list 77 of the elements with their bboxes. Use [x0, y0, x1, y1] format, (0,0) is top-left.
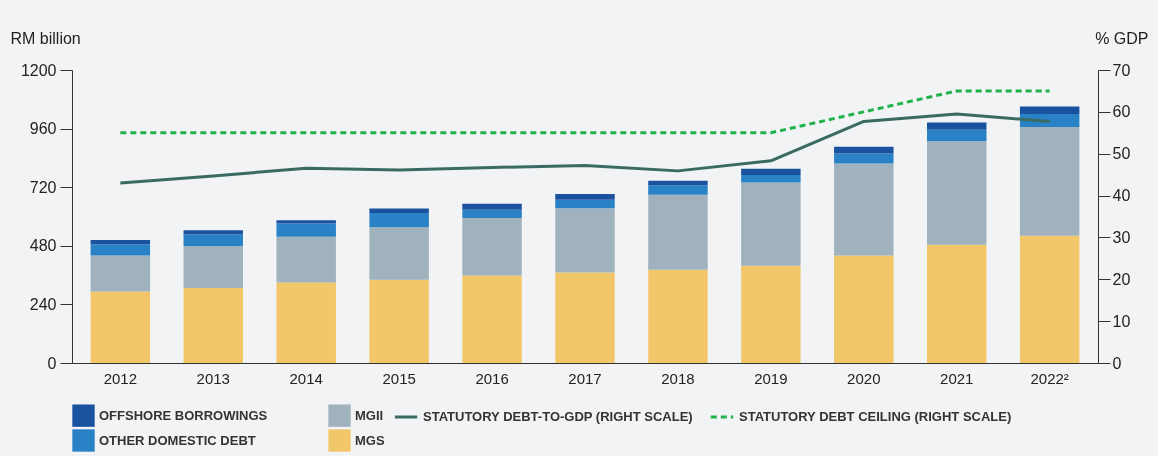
bar — [276, 220, 336, 224]
bar — [1019, 235, 1080, 363]
bar — [648, 185, 708, 195]
y-tick-label: 720 — [29, 178, 57, 196]
bar — [741, 174, 801, 183]
y2-tick-label: 0 — [1112, 354, 1122, 372]
y2-tick-label: 20 — [1112, 270, 1131, 288]
legend-label: MGS — [355, 432, 385, 448]
x-tick-label: 2012 — [103, 369, 138, 387]
bar — [555, 194, 615, 200]
y2-tick-label: 10 — [1112, 312, 1131, 330]
bar — [834, 146, 894, 154]
bar — [741, 265, 801, 363]
bar — [927, 141, 987, 245]
bar — [90, 239, 151, 245]
y2-tick-label: 50 — [1112, 145, 1131, 163]
y-tick-label: 960 — [29, 120, 57, 138]
bar — [462, 275, 522, 363]
bar — [555, 199, 615, 209]
bar — [1019, 106, 1080, 114]
legend-label: MGII — [355, 407, 384, 423]
x-tick-label: 2019 — [754, 369, 788, 387]
y-axis-title: RM billion — [10, 29, 81, 47]
bar — [462, 203, 522, 210]
y2-tick-label: 70 — [1112, 61, 1131, 79]
bar — [276, 223, 336, 237]
x-tick-label: 2022² — [1030, 369, 1069, 387]
y2-tick-label: 60 — [1112, 103, 1131, 121]
bar — [741, 182, 801, 266]
bar — [927, 122, 987, 130]
legend-label: STATUTORY DEBT CEILING (RIGHT SCALE) — [739, 409, 1012, 424]
x-tick-label: 2021 — [940, 369, 974, 387]
x-tick-label: 2018 — [661, 369, 695, 387]
bar — [369, 279, 429, 363]
y-tick-label: 1200 — [20, 61, 57, 79]
legend-label: OTHER DOMESTIC DEBT — [99, 432, 256, 448]
bar — [555, 272, 615, 363]
y-tick-label: 480 — [29, 237, 57, 255]
y-tick-label: 240 — [29, 295, 57, 313]
x-tick-label: 2014 — [289, 369, 323, 387]
bar — [369, 208, 429, 214]
bar — [927, 129, 987, 142]
x-tick-label: 2016 — [475, 369, 509, 387]
bar — [648, 194, 708, 270]
bar — [834, 153, 894, 164]
legend-label: STATUTORY DEBT-TO-GDP (RIGHT SCALE) — [423, 409, 693, 424]
bar — [462, 209, 522, 218]
bar — [834, 163, 894, 256]
bar — [183, 234, 243, 247]
bar — [183, 288, 243, 363]
bar — [834, 255, 894, 363]
bar — [276, 236, 336, 283]
x-tick-label: 2017 — [568, 369, 602, 387]
y2-tick-label: 30 — [1112, 228, 1131, 246]
bar — [555, 208, 615, 273]
bar — [369, 227, 429, 280]
bar — [90, 291, 151, 363]
x-tick-label: 2020 — [847, 369, 881, 387]
y2-axis-title: % GDP — [1095, 29, 1149, 47]
bar — [462, 217, 522, 276]
x-tick-label: 2015 — [382, 369, 416, 387]
bar — [648, 180, 708, 186]
bar — [90, 255, 151, 292]
bar — [741, 168, 801, 175]
bar — [90, 244, 151, 256]
line-series — [118, 112, 1052, 185]
bar — [276, 282, 336, 363]
legend-label: OFFSHORE BORROWINGS — [99, 407, 268, 423]
y2-tick-label: 40 — [1112, 187, 1131, 205]
bar — [1019, 126, 1080, 236]
bar — [369, 213, 429, 228]
x-tick-label: 2013 — [196, 369, 230, 387]
bar — [927, 244, 987, 363]
bar — [183, 246, 243, 289]
y-tick-label: 0 — [47, 354, 57, 372]
bar — [183, 230, 243, 235]
bar — [648, 269, 708, 363]
